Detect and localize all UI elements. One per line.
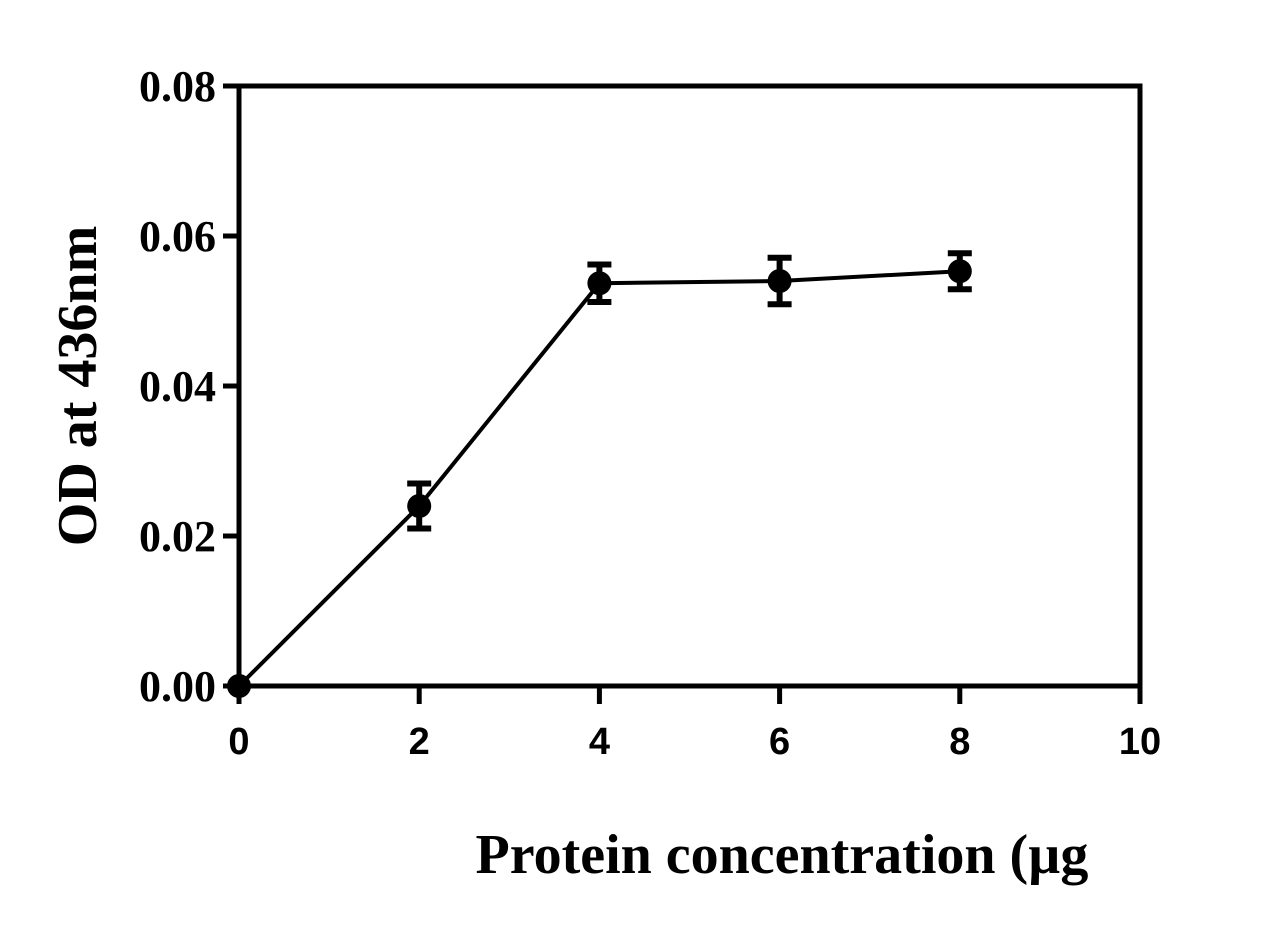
x-tick-label: 6: [769, 721, 790, 763]
x-axis-title: Protein concentration (µg: [476, 824, 1089, 886]
x-tick-label: 2: [409, 721, 430, 763]
y-axis-title: OD at 436nm: [47, 226, 109, 546]
y-tick-label: 0.02: [139, 512, 216, 561]
y-tick-label: 0.08: [139, 62, 216, 111]
data-point: [947, 259, 972, 284]
y-tick-label: 0.06: [139, 212, 216, 261]
series-line: [237, 269, 960, 688]
x-tick-label: 4: [589, 721, 610, 763]
plot-area-frame: [236, 83, 1143, 689]
x-tick-label: 10: [1119, 721, 1161, 763]
series-layer: [227, 250, 972, 698]
y-axis-ticks: 0.00 0.02 0.04 0.06 0.08: [139, 62, 239, 711]
data-point: [767, 269, 792, 293]
data-point: [227, 674, 251, 698]
y-tick-label: 0.00: [139, 662, 216, 711]
y-tick-label: 0.04: [139, 362, 216, 411]
x-axis-ticks: 0 2 4 6 8 10: [228, 686, 1161, 763]
data-point: [587, 271, 612, 296]
x-tick-label: 0: [228, 721, 249, 763]
x-tick-label: 8: [949, 721, 970, 763]
data-point: [407, 494, 432, 518]
